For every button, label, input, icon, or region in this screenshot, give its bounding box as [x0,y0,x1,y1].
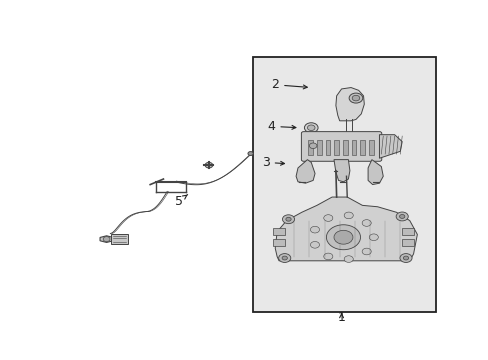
Circle shape [399,215,404,219]
Circle shape [326,225,360,250]
Bar [333,140,339,156]
Polygon shape [100,236,113,242]
Text: 5: 5 [174,195,187,208]
Circle shape [344,256,352,262]
Polygon shape [333,159,349,182]
Circle shape [278,253,290,262]
FancyBboxPatch shape [301,132,381,161]
Circle shape [368,234,378,240]
Circle shape [307,125,314,131]
Text: 4: 4 [267,120,295,133]
Polygon shape [335,87,364,121]
Bar [325,140,330,156]
Polygon shape [296,159,314,183]
FancyBboxPatch shape [252,57,435,312]
Circle shape [310,242,319,248]
Circle shape [362,220,370,226]
Circle shape [348,93,362,103]
Polygon shape [379,135,402,158]
Text: 3: 3 [261,156,284,169]
Bar [307,140,312,156]
Circle shape [205,162,212,168]
Text: 2: 2 [271,78,306,91]
Bar [401,239,413,246]
Circle shape [309,143,316,149]
Circle shape [323,215,332,221]
Circle shape [351,95,359,101]
Text: 1: 1 [337,311,345,324]
Bar [273,228,284,235]
Circle shape [399,253,411,262]
Circle shape [103,237,110,242]
Bar [342,140,347,156]
Circle shape [403,256,408,260]
Circle shape [344,212,352,219]
Bar [111,234,128,244]
Bar [360,140,365,156]
Bar [316,140,321,156]
Polygon shape [367,159,383,185]
Circle shape [310,226,319,233]
Bar [368,140,373,156]
Circle shape [323,253,332,260]
Circle shape [282,256,287,260]
Circle shape [395,212,407,221]
Bar [401,228,413,235]
Bar [273,239,284,246]
Circle shape [285,217,290,221]
Circle shape [282,215,294,224]
Polygon shape [275,197,416,261]
Circle shape [247,152,253,156]
Circle shape [333,230,352,244]
Bar [351,140,356,156]
Circle shape [304,123,317,133]
Circle shape [362,248,370,255]
